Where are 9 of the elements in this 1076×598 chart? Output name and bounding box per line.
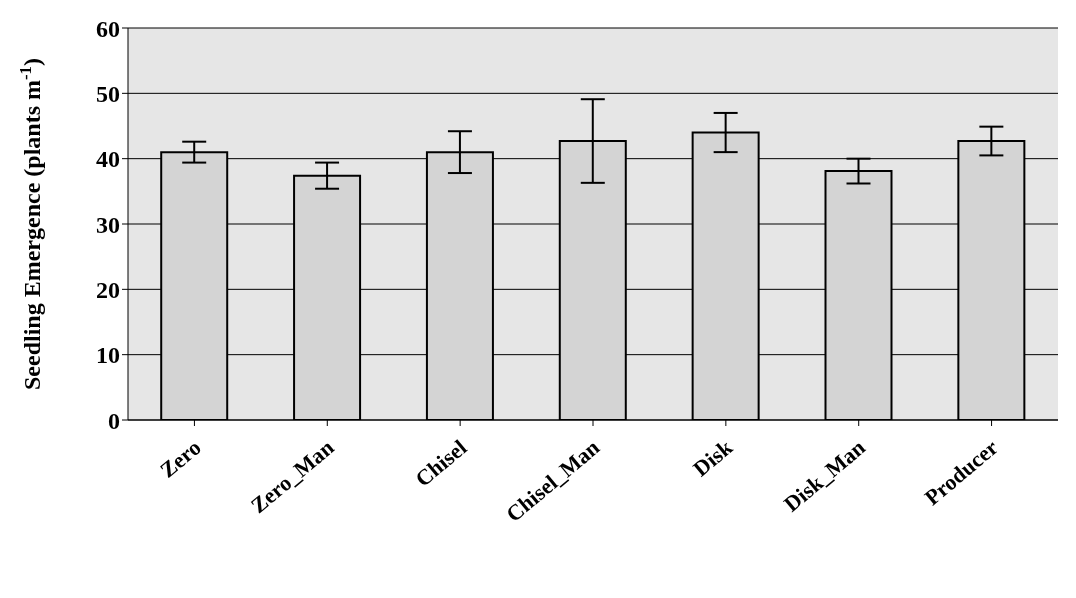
y-tick-label: 20	[96, 276, 120, 303]
y-tick-label: 10	[96, 342, 120, 369]
x-tick-label: Disk	[688, 434, 738, 482]
x-tick-label: Zero	[155, 434, 206, 483]
y-tick-label: 40	[96, 146, 120, 173]
y-tick-label: 30	[96, 211, 120, 238]
y-tick-label: 0	[108, 407, 120, 434]
y-tick-label: 50	[96, 80, 120, 107]
y-tick-label: 60	[96, 15, 120, 42]
